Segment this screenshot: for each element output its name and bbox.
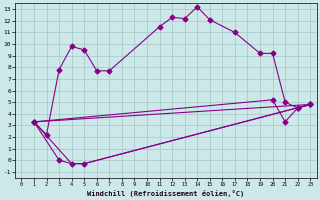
X-axis label: Windchill (Refroidissement éolien,°C): Windchill (Refroidissement éolien,°C) xyxy=(87,190,244,197)
